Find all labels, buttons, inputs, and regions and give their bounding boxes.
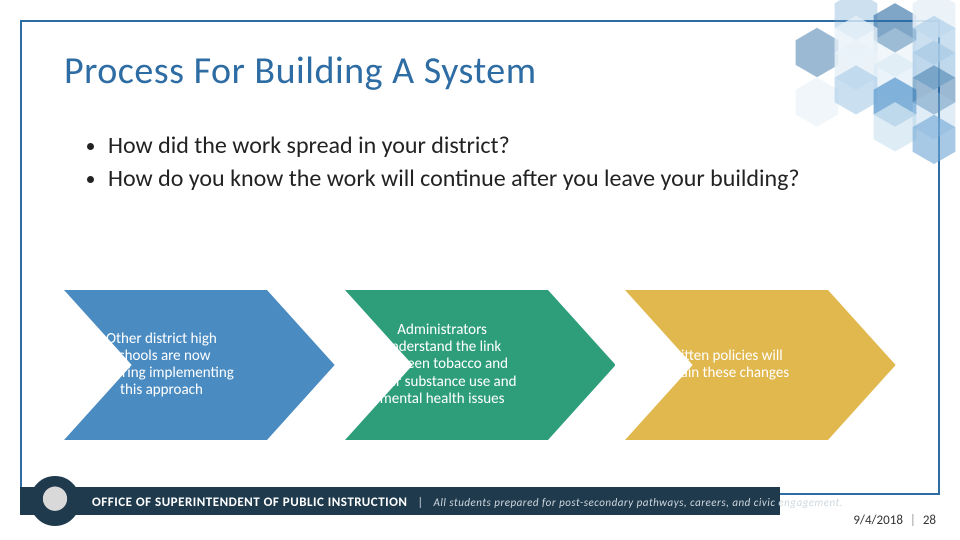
footer-page-number: 28 (923, 513, 936, 528)
slide: Process For Building A System How did th… (0, 0, 960, 540)
chevron-label: Other district high schools are now expl… (80, 327, 242, 404)
chevron-label: Written policies will sustain these chan… (642, 344, 804, 387)
footer-tagline: All students prepared for post-secondary… (434, 496, 843, 509)
footer-meta: 9/4/2018 | 28 (853, 513, 936, 528)
chevron-3: Written policies will sustain these chan… (625, 290, 896, 440)
slide-title: Process For Building A System (64, 48, 537, 94)
bullet-item: How do you know the work will continue a… (108, 163, 880, 194)
footer-office: OFFICE OF SUPERINTENDENT OF PUBLIC INSTR… (92, 495, 407, 510)
chevron-2: Administrators understand the link betwe… (345, 290, 616, 440)
footer-date: 9/4/2018 (853, 513, 903, 528)
chevron-1: Other district high schools are now expl… (64, 290, 335, 440)
footer-meta-separator: | (910, 513, 916, 528)
chevron-row: Other district high schools are now expl… (64, 290, 896, 450)
bullet-item: How did the work spread in your district… (108, 130, 880, 161)
footer-separator: | (417, 496, 423, 510)
bullet-list: How did the work spread in your district… (80, 130, 880, 196)
chevron-label: Administrators understand the link betwe… (361, 318, 523, 412)
agency-seal-icon (30, 476, 80, 526)
footer-text: OFFICE OF SUPERINTENDENT OF PUBLIC INSTR… (92, 495, 843, 510)
